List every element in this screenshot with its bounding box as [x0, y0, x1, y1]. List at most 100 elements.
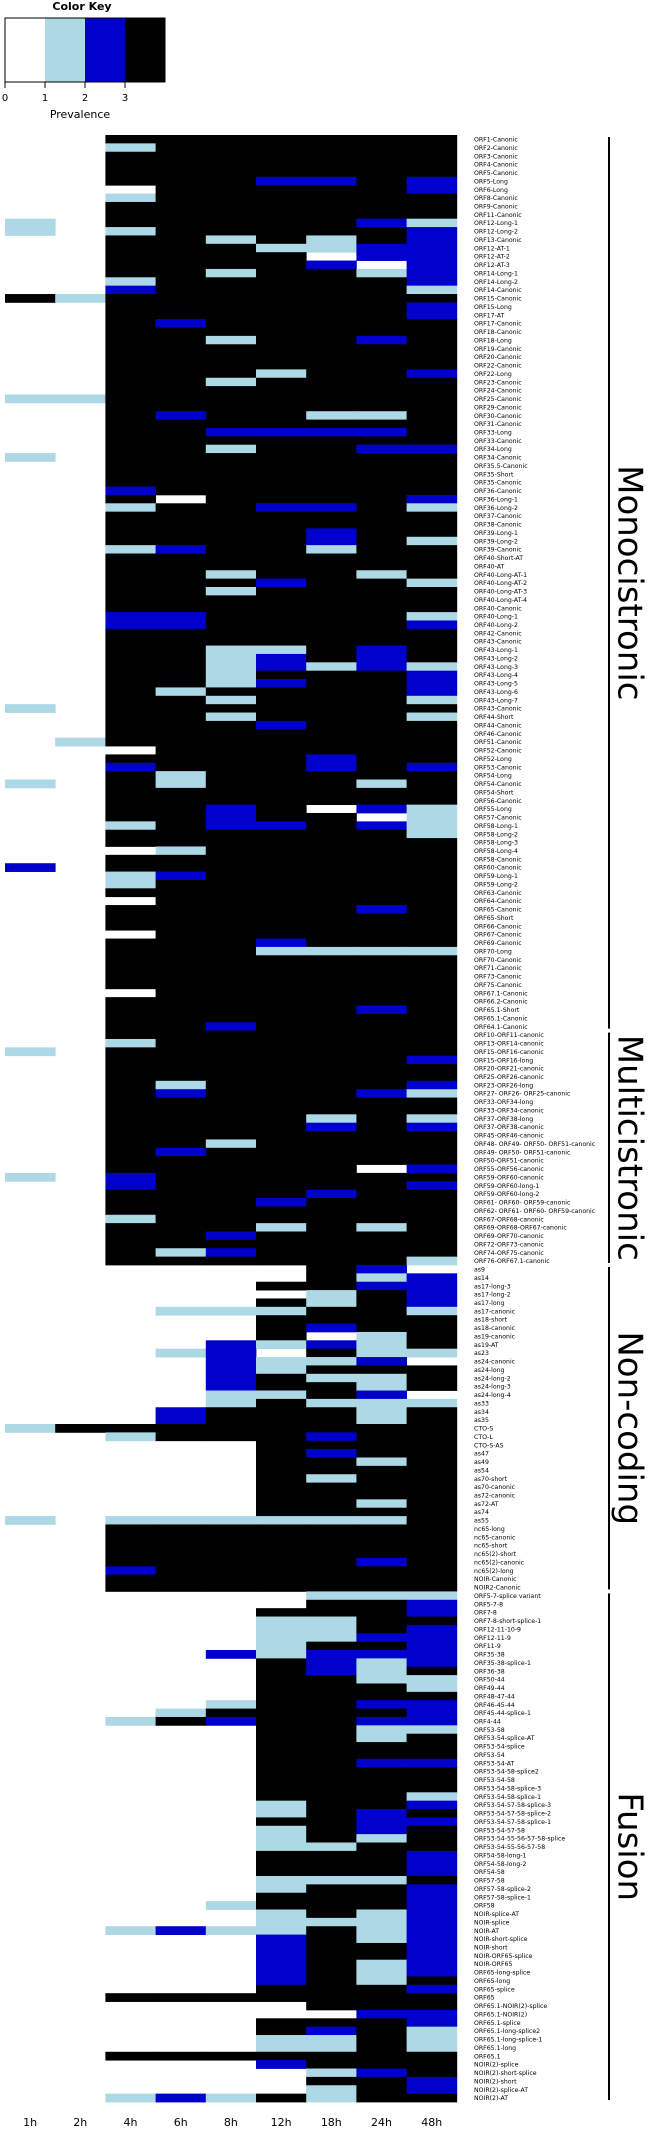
heatmap-cell [205, 679, 257, 688]
row-label: ORF30-Canonic [474, 413, 522, 420]
heatmap-cell [155, 227, 207, 236]
heatmap-cell [205, 1532, 257, 1542]
heatmap-cell [406, 1650, 458, 1659]
heatmap-cell [155, 796, 207, 806]
heatmap-cell [155, 561, 207, 571]
heatmap-cell [256, 160, 307, 169]
heatmap-cell [105, 620, 156, 630]
heatmap-cell [205, 402, 257, 412]
heatmap-cell [356, 1876, 407, 1885]
heatmap-cell [406, 1064, 458, 1073]
heatmap-cell [205, 361, 257, 370]
row-label: ORF66-Canonic [474, 923, 522, 930]
heatmap-cell [256, 1516, 307, 1525]
heatmap-cell [306, 628, 357, 638]
heatmap-cell [356, 930, 407, 939]
heatmap-cell [356, 1691, 407, 1701]
heatmap-cell [306, 854, 357, 864]
heatmap-cell [406, 1340, 458, 1350]
heatmap-cell [205, 1189, 257, 1199]
heatmap-cell [5, 294, 56, 303]
heatmap-cell [406, 812, 458, 822]
heatmap-cell [105, 1013, 156, 1023]
heatmap-cell [356, 135, 407, 144]
row-label: ORF43-Long-6 [474, 689, 518, 696]
heatmap-cell [205, 352, 257, 362]
heatmap-cell [256, 1909, 307, 1919]
heatmap-cell [356, 1516, 407, 1525]
heatmap-cells [5, 135, 458, 2103]
heatmap-cell [406, 1022, 458, 1032]
heatmap-cell [105, 553, 156, 563]
heatmap-cell [406, 1817, 458, 1827]
heatmap-cell [105, 1583, 156, 1592]
heatmap-cell [406, 1089, 458, 1098]
heatmap-cell [406, 2051, 458, 2061]
heatmap-cell [406, 1901, 458, 1910]
heatmap-cell [356, 653, 407, 663]
heatmap-cell [406, 1834, 458, 1843]
row-label: ORF22-Long [474, 371, 512, 378]
heatmap-cell [356, 1750, 407, 1760]
heatmap-cell [205, 921, 257, 931]
heatmap-cell [256, 1248, 307, 1258]
heatmap-cell [155, 771, 207, 780]
heatmap-cell [105, 1198, 156, 1207]
heatmap-cell [406, 1825, 458, 1835]
heatmap-cell [105, 637, 156, 646]
heatmap-cell [306, 1800, 357, 1810]
row-label: ORF43-Canonic [474, 706, 522, 713]
heatmap-cell [256, 1164, 307, 1174]
row-label: as72-AT [474, 1501, 499, 1508]
heatmap-cell [205, 754, 257, 764]
heatmap-cell [406, 1315, 458, 1324]
row-label: ORF48-47-44 [474, 1693, 515, 1700]
heatmap-cell [5, 227, 56, 236]
heatmap-cell [155, 804, 207, 814]
heatmap-cell [205, 980, 257, 990]
heatmap-cell [406, 695, 458, 705]
heatmap-cell [256, 277, 307, 287]
heatmap-cell [155, 411, 207, 420]
heatmap-cell [306, 553, 357, 563]
heatmap-cell [256, 1214, 307, 1224]
heatmap-cell [205, 1256, 257, 1266]
heatmap-cell [306, 1792, 357, 1802]
heatmap-cell [306, 896, 357, 906]
row-label: as55 [474, 1518, 489, 1525]
heatmap-cell [205, 1926, 257, 1935]
heatmap-cell [406, 1281, 458, 1291]
heatmap-cell [256, 771, 307, 780]
heatmap-cell [306, 1775, 357, 1785]
row-label: nc65-long [474, 1526, 505, 1533]
heatmap-cell [356, 754, 407, 764]
row-label: ORF70-Long [474, 948, 512, 955]
row-label: ORF10-ORF11-canonic [474, 1032, 544, 1039]
heatmap-cell [356, 1273, 407, 1283]
heatmap-cell [306, 1214, 357, 1224]
heatmap-cell [306, 1633, 357, 1643]
heatmap-cell [406, 1432, 458, 1442]
heatmap-cell [406, 561, 458, 571]
heatmap-cell [306, 143, 357, 153]
heatmap-cell [356, 1800, 407, 1810]
heatmap-cell [256, 1825, 307, 1835]
heatmap-cell [356, 494, 407, 504]
row-label: ORF74-ORF75-canonic [474, 1250, 544, 1257]
row-label: ORF54-58-long-2 [474, 1861, 527, 1868]
heatmap-cell [306, 2051, 357, 2061]
heatmap-cell [406, 436, 458, 446]
heatmap-cell [256, 963, 307, 973]
heatmap-cell [356, 2051, 407, 2061]
heatmap-cell [256, 394, 307, 404]
heatmap-cell [256, 578, 307, 588]
heatmap-cell [105, 972, 156, 981]
heatmap-cell [406, 1131, 458, 1140]
heatmap-cell [306, 2001, 357, 2011]
heatmap-cell [406, 352, 458, 362]
heatmap-cell [205, 227, 257, 236]
heatmap-cell [356, 252, 407, 261]
heatmap-cell [406, 486, 458, 496]
row-label: NOIR-short-splice [474, 1936, 528, 1943]
row-label: ORF50-ORF51-canonic [474, 1158, 544, 1165]
